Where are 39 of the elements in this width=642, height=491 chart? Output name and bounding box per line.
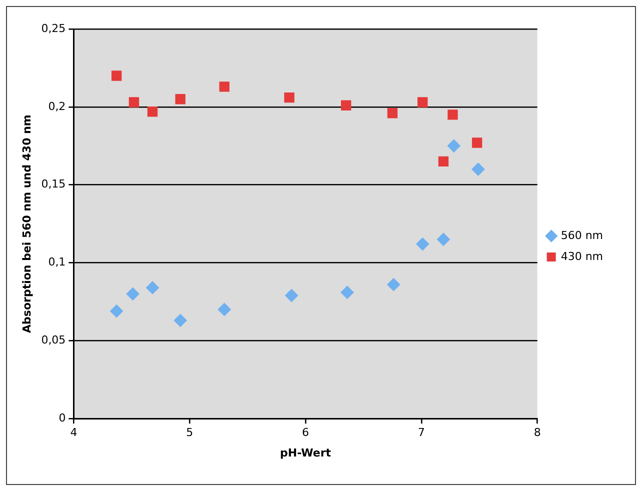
point bbox=[218, 303, 231, 316]
point bbox=[447, 139, 460, 152]
x-tick-label: 6 bbox=[302, 426, 310, 440]
x-tick-label: 7 bbox=[418, 426, 425, 440]
y-tick-label: 0,25 bbox=[41, 22, 66, 35]
point bbox=[417, 97, 428, 108]
point bbox=[111, 70, 122, 81]
x-tick-label: 4 bbox=[70, 426, 78, 440]
point bbox=[146, 281, 160, 294]
x-axis-title: pH-Wert bbox=[280, 446, 332, 460]
point bbox=[285, 288, 298, 302]
x-tick-label: 5 bbox=[186, 426, 194, 440]
point bbox=[147, 106, 158, 117]
point bbox=[128, 97, 140, 108]
point bbox=[340, 100, 352, 110]
point bbox=[219, 82, 230, 92]
point bbox=[126, 287, 140, 300]
point bbox=[110, 304, 124, 318]
point bbox=[387, 278, 400, 292]
y-tick-label: 0,05 bbox=[41, 334, 66, 347]
y-tick-label: 0,1 bbox=[48, 256, 66, 269]
y-tick-label: 0 bbox=[58, 411, 66, 424]
point bbox=[174, 314, 187, 327]
point bbox=[436, 232, 450, 246]
y-axis-title: Absorption bei 560 nm und 430 nm bbox=[20, 114, 34, 333]
point bbox=[175, 94, 186, 104]
x-tick-label: 8 bbox=[534, 426, 541, 440]
legend-label: 430 nm bbox=[560, 250, 604, 263]
point bbox=[416, 238, 430, 251]
point bbox=[340, 286, 354, 299]
point bbox=[472, 162, 485, 176]
y-tick-label: 0,15 bbox=[41, 178, 66, 191]
point bbox=[438, 156, 449, 167]
point bbox=[448, 110, 458, 120]
point bbox=[387, 108, 398, 118]
legend-label: 560 nm bbox=[560, 228, 604, 242]
y-tick-label: 0,2 bbox=[48, 100, 66, 113]
point bbox=[472, 138, 482, 148]
point bbox=[284, 92, 294, 103]
